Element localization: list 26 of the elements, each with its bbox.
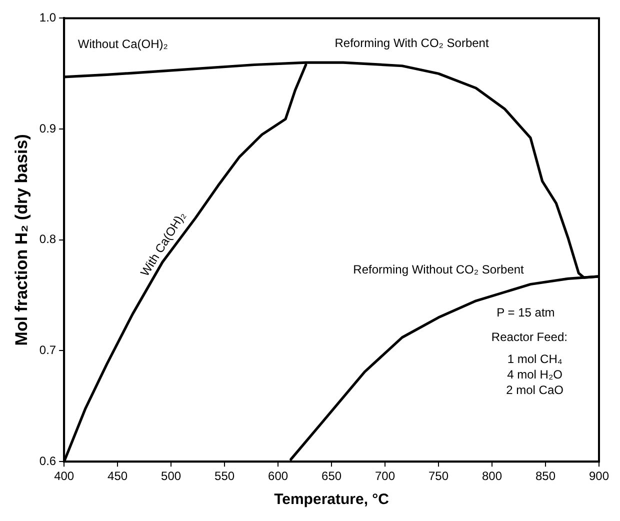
- y-tick-label: 0.8: [39, 232, 56, 246]
- y-tick-label: 0.9: [39, 121, 56, 136]
- y-tick-label: 1.0: [39, 10, 56, 25]
- annotation: 1 mol CH₄: [507, 352, 562, 366]
- x-tick-label: 450: [108, 469, 128, 484]
- y-tick-label: 0.7: [39, 343, 56, 358]
- x-tick-label: 400: [54, 469, 74, 484]
- x-tick-label: 700: [375, 469, 396, 484]
- y-tick-label: 0.6: [39, 454, 56, 468]
- x-tick-label: 900: [588, 469, 610, 484]
- annotation: Reforming With CO₂ Sorbent: [334, 36, 490, 50]
- x-tick-label: 800: [482, 469, 502, 484]
- x-tick-label: 650: [322, 469, 342, 484]
- annotation: 4 mol H₂O: [507, 367, 562, 382]
- annotation: P = 15 atm: [496, 305, 555, 320]
- x-tick-label: 850: [535, 469, 556, 484]
- x-tick-label: 550: [214, 469, 235, 484]
- x-tick-label: 750: [428, 469, 449, 484]
- x-tick-label: 600: [268, 469, 288, 484]
- annotation: Without Ca(OH)₂: [78, 37, 168, 52]
- x-tick-label: 500: [161, 469, 182, 484]
- annotation: Reforming Without CO₂ Sorbent: [353, 262, 525, 276]
- y-axis-title: Mol fraction H₂ (dry basis): [12, 134, 31, 346]
- annotation: 2 mol CaO: [506, 382, 564, 397]
- annotation: Reactor Feed:: [491, 330, 568, 344]
- x-axis-title: Temperature, °C: [274, 491, 390, 508]
